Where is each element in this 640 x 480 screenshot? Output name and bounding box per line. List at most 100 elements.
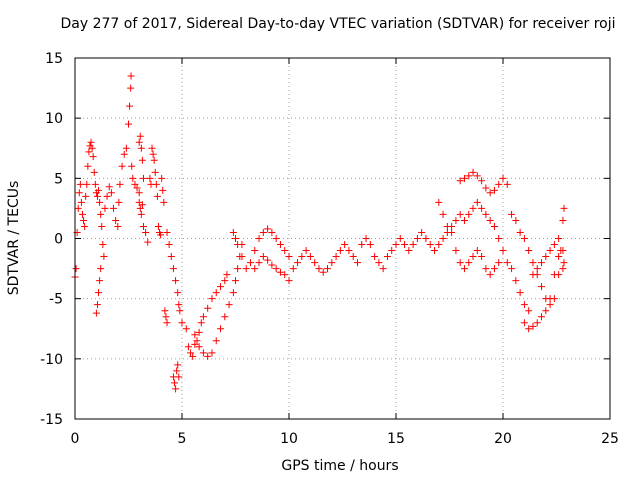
y-tick-label: -10 bbox=[40, 352, 63, 368]
data-point bbox=[529, 322, 537, 330]
x-tick-label: 25 bbox=[601, 431, 619, 447]
data-point bbox=[199, 349, 207, 357]
data-point bbox=[146, 174, 154, 182]
data-point bbox=[324, 265, 332, 273]
data-point bbox=[174, 361, 182, 369]
data-point bbox=[129, 174, 137, 182]
data-point bbox=[163, 319, 171, 327]
data-point bbox=[264, 225, 272, 233]
data-point bbox=[96, 277, 104, 285]
data-point bbox=[139, 174, 147, 182]
data-point bbox=[401, 241, 409, 249]
data-point bbox=[118, 162, 126, 170]
data-point bbox=[92, 309, 100, 317]
data-point bbox=[251, 265, 259, 273]
data-point bbox=[114, 222, 122, 230]
data-point bbox=[120, 150, 128, 158]
data-point bbox=[136, 132, 144, 140]
data-point bbox=[136, 204, 144, 212]
data-point bbox=[465, 259, 473, 267]
data-point bbox=[508, 265, 516, 273]
data-point bbox=[197, 319, 205, 327]
data-point bbox=[131, 180, 139, 188]
data-point bbox=[281, 247, 289, 255]
data-point bbox=[469, 204, 477, 212]
data-point bbox=[516, 289, 524, 297]
data-point bbox=[559, 216, 567, 224]
data-point bbox=[126, 102, 134, 110]
data-point bbox=[362, 235, 370, 242]
data-point bbox=[268, 228, 276, 236]
data-point bbox=[242, 265, 250, 273]
y-axis-label: SDTVAR / TECUs bbox=[6, 181, 22, 296]
data-point bbox=[234, 241, 242, 249]
data-point bbox=[439, 210, 447, 218]
x-axis-label: GPS time / hours bbox=[281, 458, 398, 474]
data-point bbox=[435, 198, 443, 206]
data-point bbox=[555, 235, 563, 242]
data-point bbox=[154, 222, 162, 230]
data-point bbox=[225, 301, 233, 309]
data-point bbox=[221, 313, 229, 321]
data-point bbox=[191, 340, 199, 348]
data-point bbox=[204, 352, 212, 360]
data-point bbox=[460, 265, 468, 273]
data-point bbox=[508, 210, 516, 218]
data-point bbox=[353, 259, 361, 267]
data-point bbox=[478, 253, 486, 261]
data-point bbox=[490, 222, 498, 230]
x-tick-label: 5 bbox=[178, 431, 187, 447]
y-tick-label: 10 bbox=[45, 111, 63, 127]
data-point bbox=[302, 247, 310, 255]
data-point bbox=[128, 162, 136, 170]
data-point bbox=[341, 241, 349, 249]
data-point bbox=[255, 235, 263, 242]
data-point bbox=[125, 120, 132, 128]
data-point bbox=[139, 222, 147, 230]
data-point bbox=[76, 180, 84, 188]
data-point bbox=[232, 277, 239, 285]
y-tick-label: -15 bbox=[40, 412, 63, 428]
data-point bbox=[182, 325, 190, 333]
data-point bbox=[383, 253, 391, 261]
data-point bbox=[246, 259, 254, 267]
data-point bbox=[542, 307, 550, 315]
data-point bbox=[110, 204, 118, 212]
data-point bbox=[473, 247, 481, 255]
data-point bbox=[520, 235, 528, 242]
data-point bbox=[289, 265, 297, 273]
data-point bbox=[379, 265, 387, 273]
data-point bbox=[223, 271, 231, 279]
data-point bbox=[486, 271, 494, 279]
data-point bbox=[495, 180, 503, 188]
data-point bbox=[238, 253, 246, 261]
data-point bbox=[525, 247, 533, 255]
data-point bbox=[456, 259, 464, 267]
data-point bbox=[392, 241, 400, 249]
data-point bbox=[138, 156, 146, 164]
data-point bbox=[169, 265, 177, 273]
data-point bbox=[486, 216, 494, 224]
data-point bbox=[345, 247, 353, 255]
data-point bbox=[276, 268, 284, 276]
data-point bbox=[165, 241, 173, 249]
data-point bbox=[460, 216, 468, 224]
data-point bbox=[388, 247, 396, 255]
data-point bbox=[127, 72, 135, 80]
y-tick-label: 15 bbox=[45, 51, 63, 67]
data-point bbox=[199, 313, 207, 321]
data-point bbox=[533, 265, 541, 273]
data-point bbox=[503, 259, 511, 267]
data-point bbox=[195, 343, 203, 351]
y-tick-label: -5 bbox=[49, 292, 63, 308]
data-point bbox=[175, 373, 183, 381]
data-point bbox=[184, 343, 192, 351]
data-point bbox=[212, 337, 220, 345]
data-point bbox=[157, 231, 165, 239]
data-point bbox=[422, 235, 430, 242]
data-point bbox=[559, 247, 567, 255]
data-point bbox=[328, 259, 336, 267]
data-point bbox=[174, 289, 182, 297]
data-point bbox=[473, 172, 481, 180]
